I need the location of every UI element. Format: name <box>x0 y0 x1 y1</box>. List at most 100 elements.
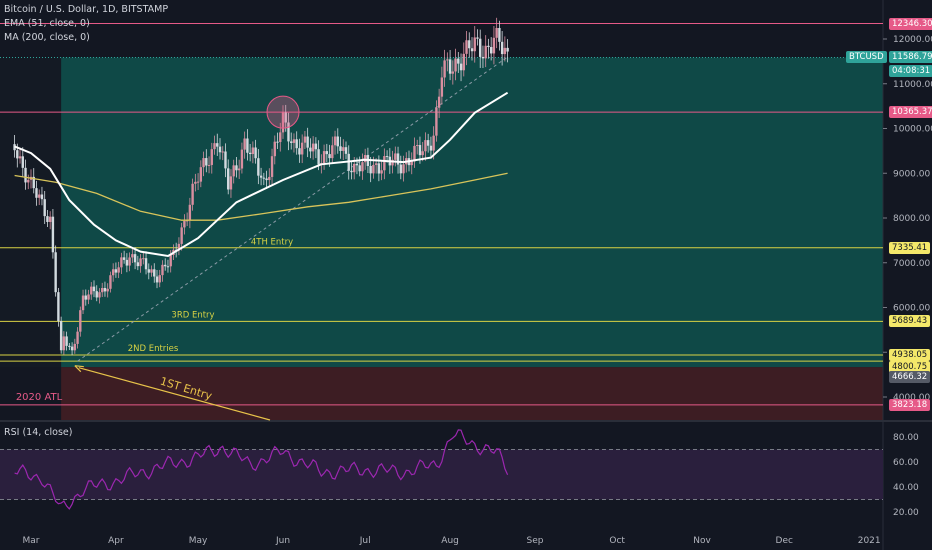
loss-zone <box>61 367 884 420</box>
candle-body <box>164 264 167 267</box>
y-tick-label: 12000.00 <box>893 35 932 45</box>
candle-body <box>218 146 222 153</box>
candle-body <box>76 331 79 344</box>
price-badge-733541: 7335.41 <box>889 241 931 254</box>
candle-body <box>451 71 455 74</box>
rsi-band <box>0 449 883 500</box>
y-tick-label: 11000.00 <box>893 80 932 90</box>
candle-body <box>487 45 490 48</box>
candle-body <box>492 37 496 54</box>
price-badge-1158679: 11586.79 <box>889 51 932 64</box>
candle-body <box>481 56 485 59</box>
price-badge-btcusd: BTCUSD <box>846 51 887 64</box>
candle-body <box>413 145 416 162</box>
candle-body <box>98 292 101 298</box>
candle-body <box>311 143 315 152</box>
candle-body <box>136 262 140 267</box>
candle-body <box>224 151 227 169</box>
candle-body <box>62 336 66 351</box>
ema-indicator-label[interactable]: EMA (51, close, 0) <box>4 18 90 29</box>
rsi-y-tick-label: 80.00 <box>893 433 919 443</box>
x-tick-label: Nov <box>693 536 711 546</box>
price-badge-493805: 4938.05 <box>889 349 931 362</box>
candle-body <box>199 167 203 182</box>
candle-body <box>158 275 161 283</box>
candle-body <box>188 204 192 221</box>
price-badge-466632: 4666.32 <box>889 371 931 384</box>
x-tick-label: May <box>189 536 208 546</box>
price-badge-040831: 04:08:31 <box>889 65 932 78</box>
profit-zone <box>61 57 884 368</box>
candle-body <box>295 139 298 149</box>
candle-body <box>166 266 170 268</box>
x-tick-label: 2021 <box>858 536 881 546</box>
candle-body <box>410 161 413 166</box>
candle-body <box>336 136 339 147</box>
y-tick-label: 7000.00 <box>893 259 930 269</box>
candle-body <box>437 96 441 108</box>
y-tick-label: 8000.00 <box>893 214 930 224</box>
candle-body <box>383 156 386 171</box>
price-badge-568943: 5689.43 <box>889 315 931 328</box>
rsi-indicator-label[interactable]: RSI (14, close) <box>4 427 73 438</box>
candle-body <box>426 140 430 146</box>
candle-body <box>325 151 329 155</box>
candle-body <box>435 107 438 136</box>
candle-body <box>358 165 361 172</box>
candle-body <box>495 27 498 38</box>
candle-body <box>454 58 457 72</box>
candle-body <box>372 164 375 174</box>
candle-body <box>281 112 285 133</box>
candle-body <box>87 294 90 300</box>
candle-body <box>257 158 260 176</box>
candle-body <box>421 151 424 156</box>
annotation-2020-atl: 2020 ATL <box>16 392 63 403</box>
candle-body <box>394 153 397 160</box>
candle-body <box>248 152 252 155</box>
candle-body <box>68 345 71 347</box>
candle-body <box>468 40 471 49</box>
candle-body <box>227 168 230 190</box>
candle-body <box>440 77 444 97</box>
y-tick-label: 4000.00 <box>893 393 930 403</box>
x-tick-label: Jun <box>275 536 290 546</box>
candle-body <box>479 38 482 57</box>
candle-body <box>259 175 263 178</box>
candle-body <box>120 257 123 268</box>
candle-body <box>169 254 172 267</box>
candle-body <box>84 295 87 300</box>
candle-body <box>333 136 337 146</box>
candle-body <box>476 37 479 39</box>
candle-body <box>103 288 107 292</box>
candle-body <box>265 178 268 181</box>
candle-body <box>470 48 474 52</box>
x-tick-label: Mar <box>23 536 40 546</box>
y-tick-label: 10000.00 <box>893 125 932 135</box>
candle-body <box>342 147 345 151</box>
candle-body <box>194 181 197 184</box>
rsi-line <box>14 429 509 510</box>
annotation-4th-entry: 4TH Entry <box>251 238 293 248</box>
rsi-y-tick-label: 60.00 <box>893 458 919 468</box>
price-badge-1234630: 12346.30 <box>889 17 932 30</box>
candle-body <box>81 295 85 311</box>
candle-body <box>180 227 183 244</box>
candle-body <box>276 141 279 143</box>
candle-body <box>79 310 82 332</box>
candle-body <box>95 291 98 298</box>
annotation-2nd-entries: 2ND Entries <box>128 344 179 354</box>
candle-body <box>443 60 446 78</box>
ma-indicator-label[interactable]: MA (200, close, 0) <box>4 32 90 43</box>
candle-body <box>416 145 419 147</box>
candle-body <box>48 216 52 222</box>
candle-body <box>350 170 353 173</box>
candle-body <box>314 143 318 150</box>
pre-zone-background <box>0 57 62 367</box>
candle-body <box>279 132 282 143</box>
candle-body <box>24 167 27 183</box>
candle-body <box>54 252 57 293</box>
candle-body <box>125 259 129 266</box>
candle-body <box>90 286 93 295</box>
